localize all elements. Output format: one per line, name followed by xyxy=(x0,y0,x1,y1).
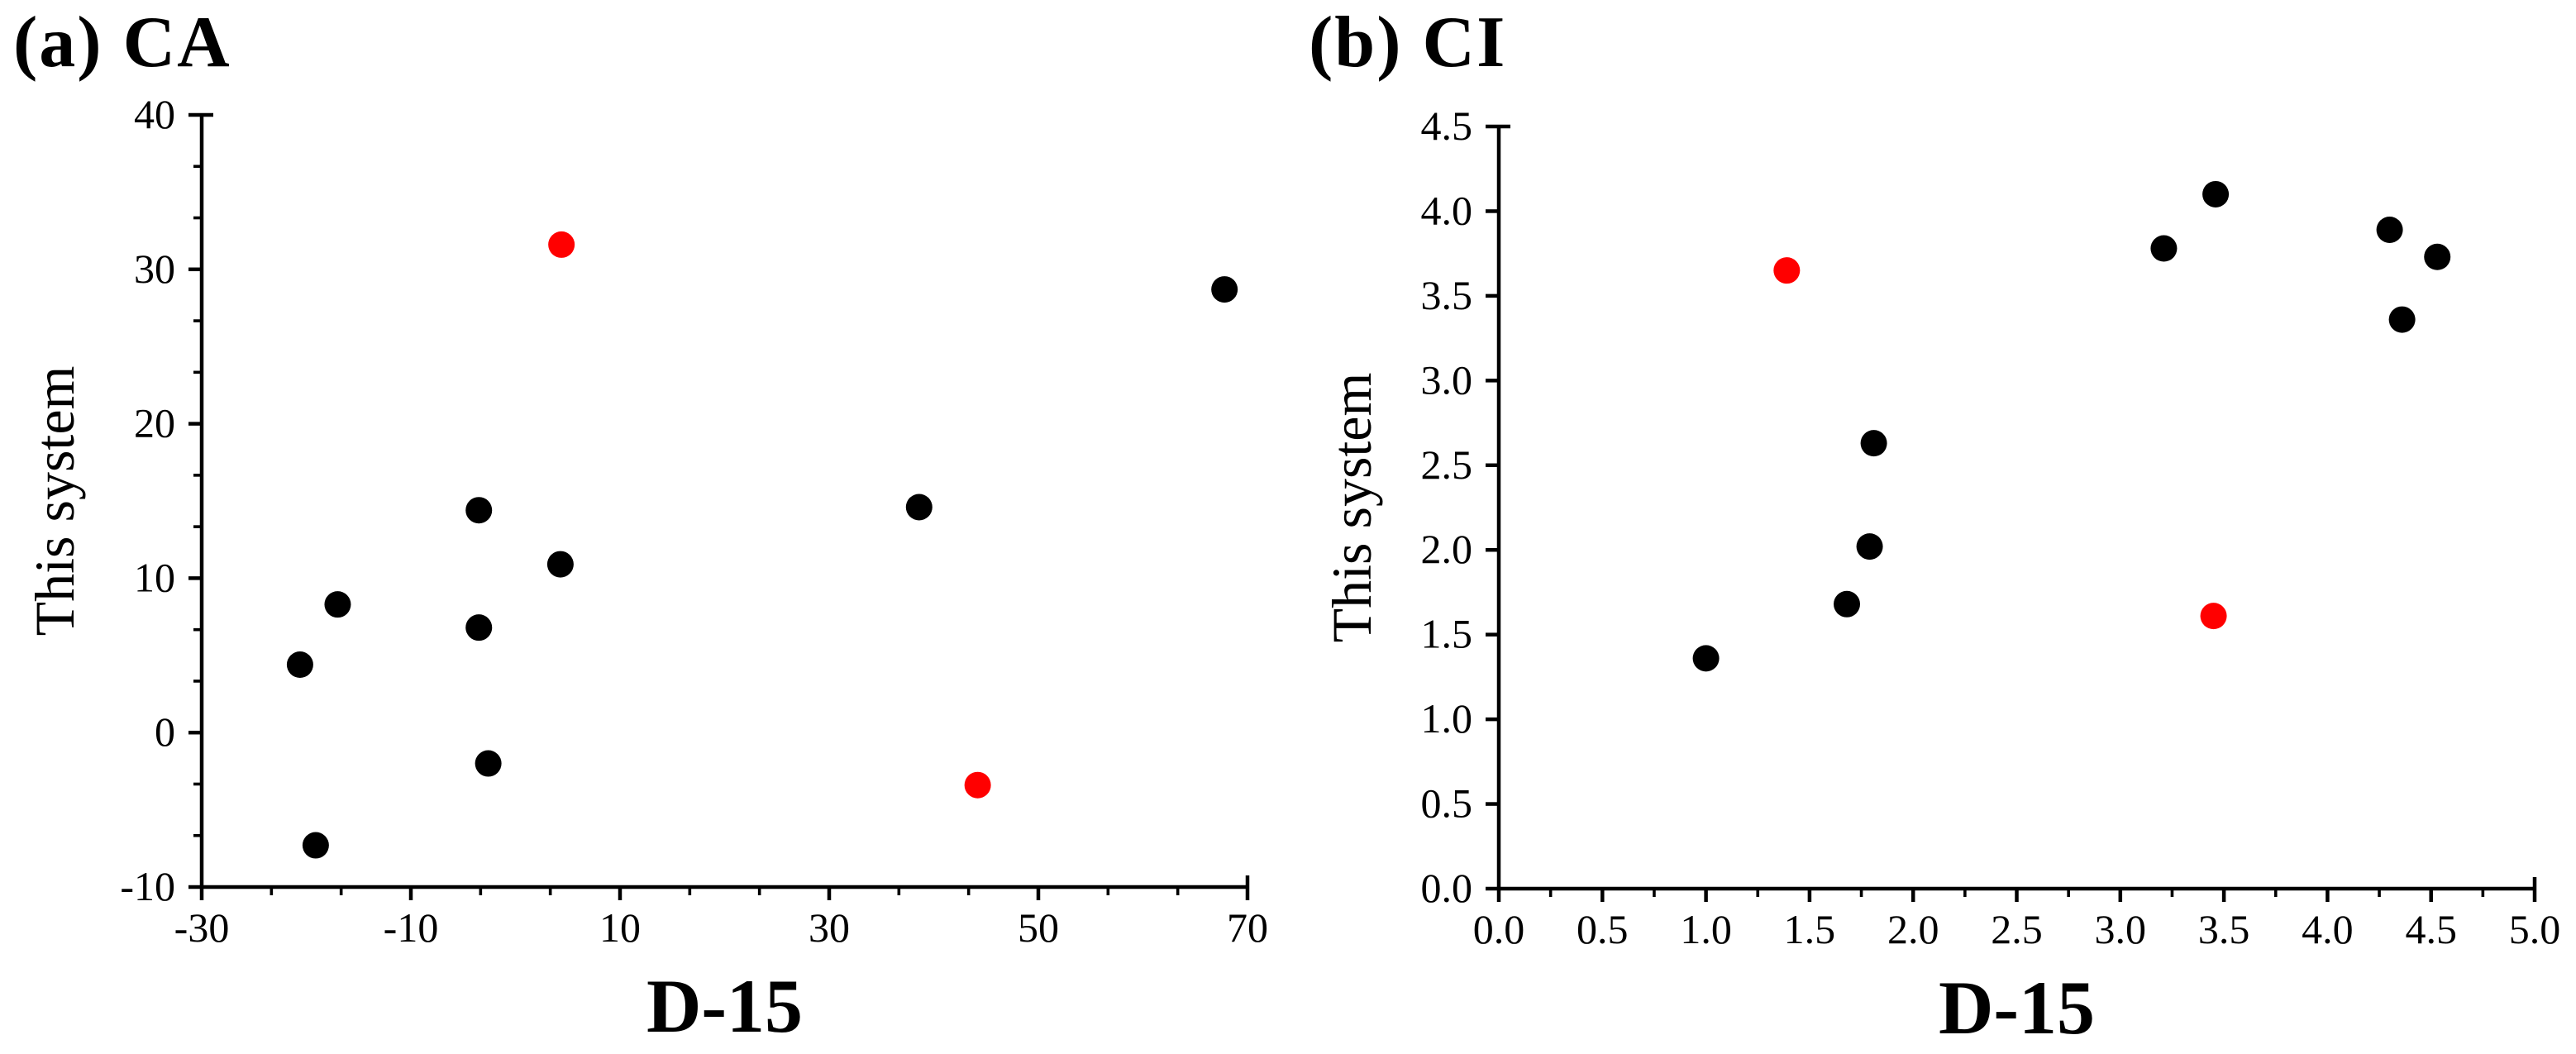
svg-text:3.0: 3.0 xyxy=(1421,356,1473,403)
svg-text:(b) CI: (b) CI xyxy=(1309,2,1506,83)
svg-text:1.0: 1.0 xyxy=(1421,695,1473,742)
svg-text:D-15: D-15 xyxy=(646,964,803,1048)
svg-text:3.5: 3.5 xyxy=(1421,272,1473,318)
svg-text:This system: This system xyxy=(23,366,86,637)
svg-text:0: 0 xyxy=(155,708,175,755)
svg-text:10: 10 xyxy=(134,554,175,600)
svg-text:1.5: 1.5 xyxy=(1421,611,1473,657)
svg-text:20: 20 xyxy=(134,400,175,446)
svg-text:-10: -10 xyxy=(120,863,175,909)
svg-text:0.0: 0.0 xyxy=(1473,906,1525,952)
svg-text:2.5: 2.5 xyxy=(1421,441,1473,488)
svg-text:4.5: 4.5 xyxy=(2405,906,2457,952)
svg-text:1.5: 1.5 xyxy=(1784,906,1836,952)
svg-text:30: 30 xyxy=(134,246,175,292)
svg-text:0.0: 0.0 xyxy=(1421,865,1473,911)
svg-text:4.0: 4.0 xyxy=(2302,906,2354,952)
svg-text:This system: This system xyxy=(1320,373,1383,643)
svg-text:4.0: 4.0 xyxy=(1421,187,1473,233)
svg-text:(a) CA: (a) CA xyxy=(13,2,231,83)
svg-text:10: 10 xyxy=(599,904,641,951)
svg-text:3.5: 3.5 xyxy=(2198,906,2250,952)
svg-text:30: 30 xyxy=(809,904,850,951)
svg-text:40: 40 xyxy=(134,91,175,137)
svg-text:1.0: 1.0 xyxy=(1680,906,1732,952)
svg-text:-30: -30 xyxy=(174,904,230,951)
svg-text:2.0: 2.0 xyxy=(1887,906,1939,952)
svg-text:2.0: 2.0 xyxy=(1421,526,1473,572)
svg-text:D-15: D-15 xyxy=(1939,966,2095,1050)
svg-text:3.0: 3.0 xyxy=(2095,906,2147,952)
svg-text:4.5: 4.5 xyxy=(1421,103,1473,149)
svg-text:5.0: 5.0 xyxy=(2509,906,2561,952)
svg-text:0.5: 0.5 xyxy=(1421,780,1473,827)
svg-text:0.5: 0.5 xyxy=(1577,906,1629,952)
svg-text:50: 50 xyxy=(1018,904,1059,951)
svg-text:-10: -10 xyxy=(384,904,439,951)
svg-text:2.5: 2.5 xyxy=(1991,906,2043,952)
svg-text:70: 70 xyxy=(1227,904,1268,951)
